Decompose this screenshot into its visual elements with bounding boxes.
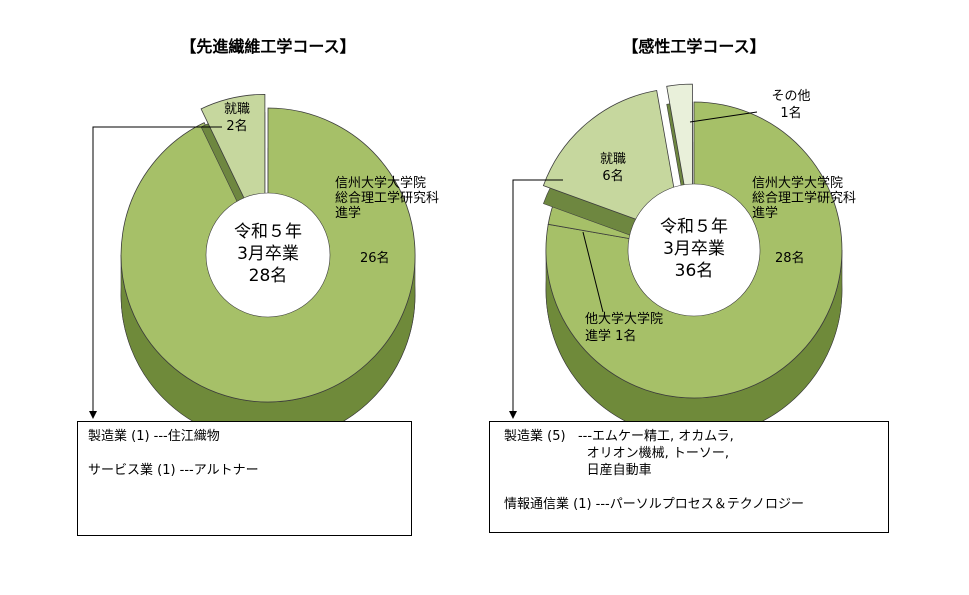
- chart1-center-hole: [627, 183, 761, 317]
- chart1-label-jobs-0: 就職: [600, 152, 626, 167]
- chart0-label-grad-1: 総合理工学研究科: [335, 190, 439, 206]
- chart0-label-grad-2: 進学: [335, 205, 361, 221]
- chart0-leader-jobs: [92, 126, 222, 415]
- chart1-detail-line-3: [504, 479, 874, 496]
- chart0-detail-line-1: [88, 445, 401, 462]
- chart1-detail-line-4: 情報通信業 (1) ---パーソルプロセス＆テクノロジー: [504, 497, 804, 512]
- chart1-center-label-0: 令和５年: [660, 217, 728, 237]
- chart1-title: 【感性工学コース】: [622, 37, 765, 56]
- right-detail-box: 製造業 (5) ---エムケー精工, オカムラ, オリオン機械, トーソー, 日…: [489, 421, 889, 533]
- left-detail-box: 製造業 (1) ---住江織物サービス業 (1) ---アルトナー: [77, 421, 412, 536]
- chart0-center-hole: [205, 192, 331, 318]
- chart1-value-grad: 28名: [775, 250, 805, 266]
- chart0-detail-line-2: サービス業 (1) ---アルトナー: [88, 463, 259, 478]
- chart0-center-label-1: 3月卒業: [237, 244, 299, 264]
- chart1-leader-arrow: [509, 411, 517, 419]
- chart1-label-other-0: その他: [771, 89, 810, 104]
- chart0-label-jobs-0: 就職: [224, 102, 250, 117]
- chart1-label-jobs-1: 6名: [602, 168, 623, 184]
- chart1-slice-jobs: [542, 90, 683, 237]
- chart0-label-jobs-1: 2名: [226, 118, 247, 134]
- chart1-label-other_grad-1: 進学 1名: [585, 328, 636, 344]
- chart1-leader-other: [689, 111, 758, 123]
- chart1-label-other-1: 1名: [780, 105, 801, 121]
- chart1-label-grad-2: 進学: [752, 205, 778, 221]
- chart0-value-grad: 26名: [360, 250, 390, 266]
- chart1-leader-jobs: [512, 179, 563, 415]
- chart1-detail-line-2: 日産自動車: [504, 463, 652, 478]
- chart1-detail-line-1: オリオン機械, トーソー,: [504, 446, 730, 461]
- chart0-label-grad-0: 信州大学大学院: [335, 175, 426, 191]
- chart1-label-grad-1: 総合理工学研究科: [752, 190, 856, 206]
- chart1-center-label-2: 36名: [675, 261, 714, 281]
- chart0-leader-arrow: [89, 411, 97, 419]
- chart0-center-label-2: 28名: [249, 266, 288, 286]
- chart1-slice-grad: [545, 101, 843, 399]
- chart1-label-grad-0: 信州大学大学院: [752, 175, 843, 191]
- chart0-title: 【先進繊維工学コース】: [180, 37, 355, 56]
- chart0-center-label-0: 令和５年: [234, 222, 302, 242]
- chart1-center-label-1: 3月卒業: [663, 239, 725, 259]
- chart1-detail-line-0: 製造業 (5) ---エムケー精工, オカムラ,: [504, 429, 734, 444]
- chart1-leader-other-grad: [582, 231, 604, 313]
- chart1-label-other_grad-0: 他大学大学院: [585, 311, 663, 327]
- chart0-detail-line-0: 製造業 (1) ---住江織物: [88, 429, 220, 444]
